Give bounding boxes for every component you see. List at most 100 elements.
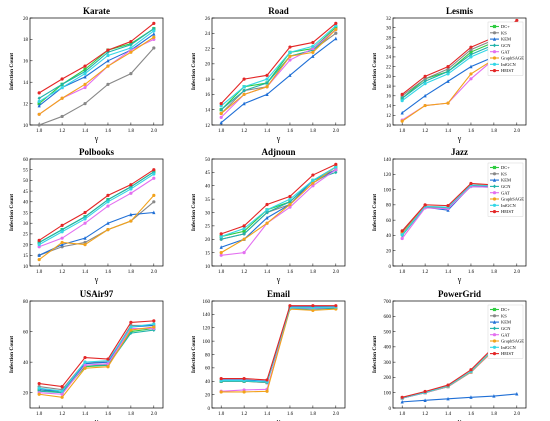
series-graphsage (219, 27, 338, 116)
legend-label: GraphSAGE (501, 56, 524, 61)
data-point (311, 54, 315, 58)
data-point (242, 229, 246, 233)
x-tick-label: 2.0 (333, 412, 340, 417)
data-point (83, 102, 87, 106)
data-point (288, 194, 292, 199)
data-point (106, 50, 110, 55)
y-tick-label: 24 (205, 32, 211, 37)
data-point (334, 165, 338, 169)
series-graphsage (37, 325, 156, 399)
data-point (423, 82, 427, 86)
data-point (423, 74, 427, 78)
data-point (311, 184, 315, 188)
x-axis-label: γ (94, 134, 99, 143)
data-point (288, 304, 292, 308)
plot-frame (392, 158, 527, 267)
y-tick-label: 12 (205, 124, 211, 129)
y-tick-label: 22 (386, 65, 392, 70)
data-point (265, 81, 269, 85)
series-kem (219, 36, 338, 125)
y-tick-label: 26 (386, 46, 392, 51)
y-tick-label: 30 (205, 211, 211, 216)
y-tick-label: 160 (203, 300, 211, 305)
data-point (423, 398, 427, 402)
data-point (288, 50, 292, 54)
y-axis-label: Infection Count (191, 194, 197, 231)
y-tick-label: 700 (384, 300, 392, 305)
data-point (265, 210, 269, 215)
series-dc- (37, 326, 156, 395)
y-tick-label: 120 (384, 173, 392, 178)
y-tick-label: 50 (205, 158, 211, 163)
legend-label: HEIST (501, 68, 514, 73)
data-point (152, 21, 156, 25)
data-point (311, 178, 315, 182)
x-tick-label: 2.0 (151, 129, 158, 134)
data-point (423, 103, 427, 108)
data-point (423, 77, 427, 81)
data-point (242, 390, 246, 394)
series-line (39, 327, 154, 395)
legend-marker (492, 203, 497, 207)
data-point (60, 230, 64, 234)
data-point (37, 238, 41, 242)
data-point (129, 187, 133, 191)
data-point (37, 91, 41, 95)
data-point (288, 58, 292, 62)
x-axis-label: γ (94, 417, 99, 421)
panel-karate: Karate 10 12 14 16 18 20 1.0 1.2 1.4 1.6 1.8 2.0 γ Inf… (9, 6, 164, 143)
y-tick-label: 0 (389, 407, 392, 412)
y-tick-label: 40 (23, 201, 29, 206)
y-tick-label: 25 (205, 225, 211, 230)
data-point (37, 386, 41, 390)
series-kem (400, 391, 519, 404)
data-point (334, 170, 338, 175)
series-line (38, 36, 155, 115)
legend-label: KS (501, 30, 507, 35)
y-tick-label: 18 (205, 78, 211, 83)
y-tick-label: 35 (205, 198, 211, 203)
data-point (37, 99, 41, 104)
data-point (106, 204, 110, 208)
data-point (60, 96, 64, 100)
data-point (400, 110, 404, 115)
data-point (288, 197, 292, 201)
y-tick-label: 140 (384, 158, 392, 163)
data-point (152, 322, 156, 326)
y-tick-label: 10 (23, 124, 29, 129)
data-point (423, 203, 427, 207)
x-tick-label: 1.2 (241, 270, 248, 275)
y-tick-label: 10 (23, 265, 29, 270)
y-tick-label: 60 (23, 158, 29, 163)
data-point (242, 88, 246, 93)
series-line (39, 320, 154, 388)
data-point (469, 72, 473, 76)
data-point (152, 32, 156, 36)
y-tick-label: 20 (386, 250, 392, 255)
data-point (129, 50, 133, 54)
data-point (129, 320, 133, 324)
legend-marker (492, 307, 497, 312)
y-tick-label: 60 (205, 367, 211, 372)
x-tick-label: 1.4 (264, 270, 271, 275)
series-heist (219, 162, 338, 236)
x-tick-label: 2.0 (333, 270, 340, 275)
legend-marker (492, 62, 497, 66)
data-point (219, 251, 223, 255)
series-line (220, 29, 337, 111)
y-tick-label: 10 (386, 124, 392, 129)
panel-title: Polbooks (79, 147, 115, 157)
y-tick-label: 100 (203, 340, 211, 345)
y-axis-label: Infection Count (372, 53, 378, 90)
data-point (106, 197, 110, 202)
panel-title: PowerGrid (438, 289, 481, 299)
data-point (446, 79, 450, 83)
legend-label: GCN (501, 43, 511, 48)
panel-title: Jazz (451, 147, 468, 157)
y-tick-label: 15 (23, 254, 29, 259)
series-gcn (37, 26, 156, 101)
y-tick-label: 16 (386, 95, 392, 100)
data-point (106, 200, 110, 204)
